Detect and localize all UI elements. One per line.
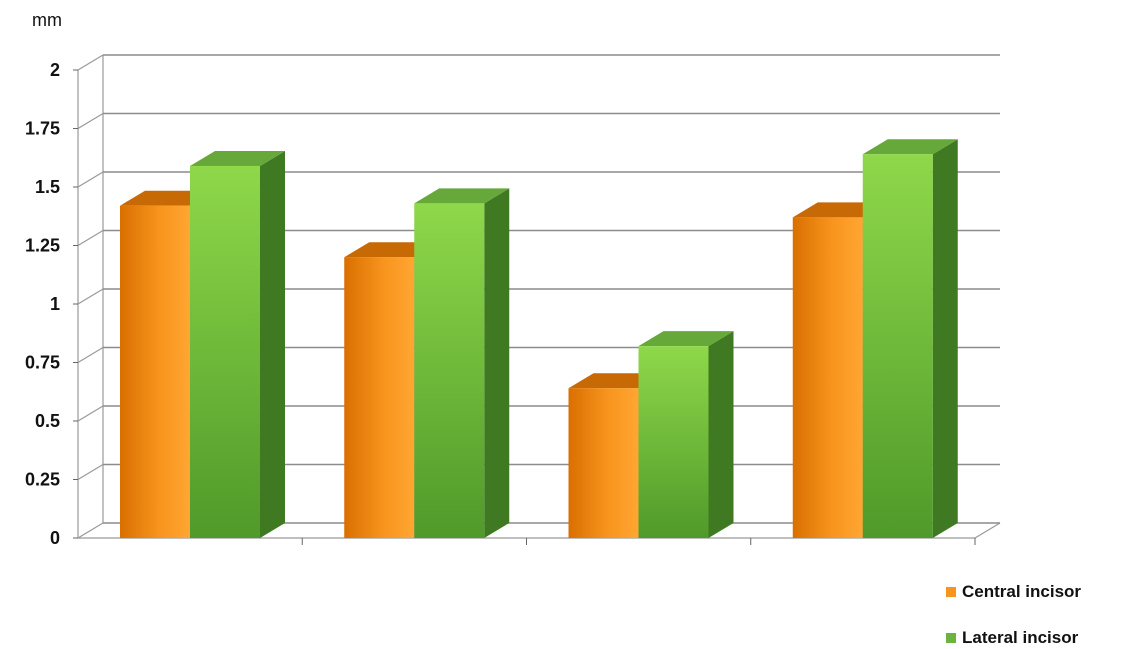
legend-swatch-lateral-incisor: [946, 633, 956, 643]
bar-front: [793, 217, 863, 538]
legend: Central incisor Lateral incisor: [946, 582, 1081, 647]
y-tick-label: 0.75: [25, 353, 60, 373]
y-tick-label: 0: [50, 528, 60, 548]
gridline-diagonal: [78, 289, 103, 304]
bar-side: [484, 188, 509, 538]
legend-swatch-central-incisor: [946, 587, 956, 597]
bar-front: [639, 346, 709, 538]
bar: [639, 331, 734, 538]
gridline-diagonal: [78, 172, 103, 187]
legend-label-lateral-incisor: Lateral incisor: [962, 628, 1079, 647]
bar-front: [569, 388, 639, 538]
y-tick-labels: 0 0.25 0.5 0.75 1 1.25 1.5 1.75 2: [25, 60, 60, 548]
bar-side: [260, 151, 285, 538]
y-tick-label: 1.5: [35, 177, 60, 197]
bar-front: [863, 154, 933, 538]
bar-front: [414, 203, 484, 538]
y-tick-label: 0.5: [35, 411, 60, 431]
y-tick-label: 1.25: [25, 236, 60, 256]
legend-item-central-incisor: Central incisor: [946, 582, 1081, 601]
gridline-diagonal: [78, 348, 103, 363]
y-tick-label: 0.25: [25, 470, 60, 490]
y-tick-label: 2: [50, 60, 60, 80]
bar-side: [933, 139, 958, 538]
legend-label-central-incisor: Central incisor: [962, 582, 1081, 601]
floor-right-edge: [975, 523, 1000, 538]
bar: [414, 188, 509, 538]
bar-side: [709, 331, 734, 538]
y-tick-label: 1.75: [25, 119, 60, 139]
bar: [863, 139, 958, 538]
bar-front: [120, 206, 190, 538]
bar: [190, 151, 285, 538]
gridline-diagonal: [78, 406, 103, 421]
bars: [120, 139, 958, 538]
bar-front: [190, 166, 260, 538]
bar-front: [344, 257, 414, 538]
gridline-diagonal: [78, 465, 103, 480]
y-axis-label: mm: [32, 10, 62, 30]
gridline-diagonal: [78, 231, 103, 246]
gridline-diagonal: [78, 523, 103, 538]
gridline-diagonal: [78, 55, 103, 70]
gridline-diagonal: [78, 114, 103, 129]
legend-item-lateral-incisor: Lateral incisor: [946, 628, 1079, 647]
y-tick-label: 1: [50, 294, 60, 314]
